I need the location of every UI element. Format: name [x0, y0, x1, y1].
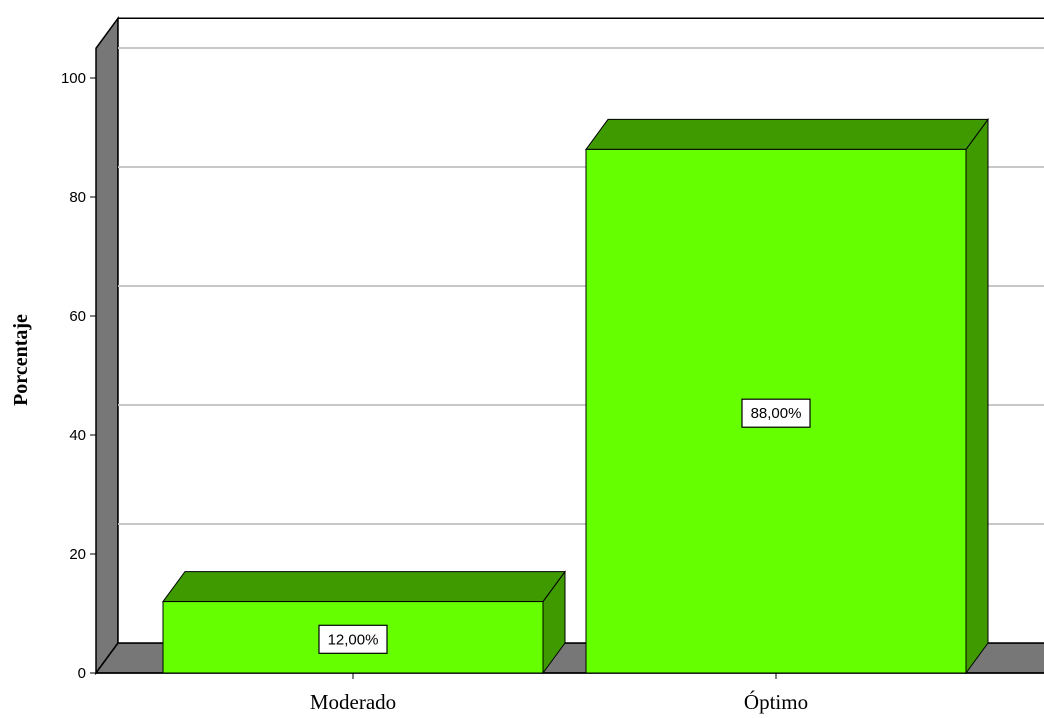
- y-tick-label: 0: [78, 665, 86, 682]
- y-tick-label: 80: [69, 189, 86, 206]
- bar-top-face: [162, 571, 566, 603]
- x-category-label: Óptimo: [744, 690, 808, 714]
- data-label: 88,00%: [751, 405, 802, 422]
- data-label: 12,00%: [328, 631, 379, 648]
- y-axis-title: Porcentaje: [10, 314, 32, 406]
- bar-side-face: [965, 117, 989, 675]
- data-label-box: [318, 624, 388, 654]
- bar-moderado: [162, 570, 566, 675]
- data-label-box: [741, 398, 811, 428]
- y-tick-label: 20: [69, 546, 86, 563]
- bar-óptimo: [585, 117, 989, 675]
- left-wall: [95, 15, 119, 676]
- y-tick-label: 100: [61, 70, 86, 87]
- x-category-label: Moderado: [310, 690, 396, 714]
- y-tick-label: 40: [69, 427, 86, 444]
- bar-top-face: [585, 118, 989, 150]
- y-tick-label: 60: [69, 308, 86, 325]
